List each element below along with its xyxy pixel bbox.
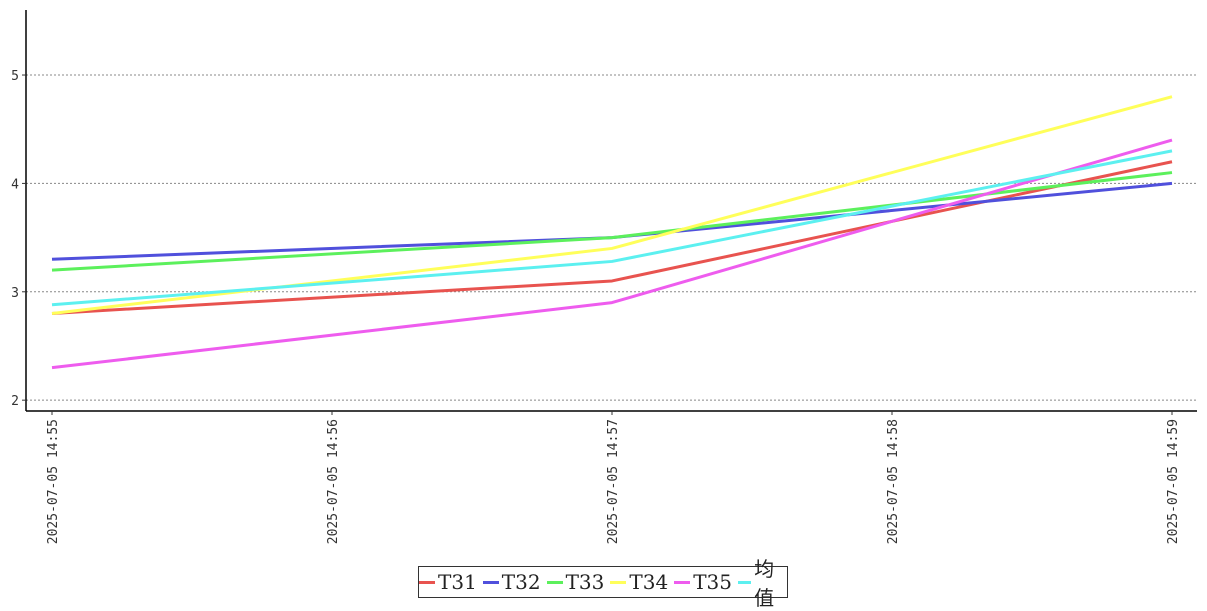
legend-item-3[interactable]: T34 (610, 570, 668, 594)
series-line-2 (51, 171, 1173, 272)
y-tick-label-0: 2 (11, 394, 19, 409)
x-tick-label-0: 2025-07-05 14:55 (46, 419, 61, 544)
legend-label-1: T32 (501, 570, 541, 594)
series-line-5 (51, 149, 1173, 307)
series-lines (51, 95, 1173, 370)
legend-label-3: T34 (629, 570, 669, 594)
legend-label-0: T31 (438, 570, 477, 594)
x-tick-label-1: 2025-07-05 14:56 (326, 419, 341, 544)
legend-swatch-2 (546, 580, 563, 584)
grid-lines (26, 74, 1197, 401)
y-tick-label-1: 3 (11, 286, 19, 301)
legend-swatch-1 (482, 580, 499, 584)
legend-item-5[interactable]: 均值 (737, 553, 787, 611)
y-tick-labels: 2 3 4 5 (11, 69, 26, 409)
x-tick-label-2: 2025-07-05 14:57 (606, 419, 621, 544)
y-tick-label-2: 4 (11, 177, 19, 192)
series-line-4 (51, 138, 1173, 370)
legend-label-2: T33 (565, 570, 605, 594)
legend-item-4[interactable]: T35 (674, 570, 732, 594)
legend: T31 T32 T33 T34 T35 均值 (418, 557, 788, 610)
legend-swatch-0 (419, 580, 435, 584)
x-tick-labels: 2025-07-05 14:55 2025-07-05 14:56 2025-07-… (46, 411, 1181, 544)
legend-label-5: 均值 (754, 557, 775, 610)
legend-swatch-4 (674, 580, 691, 584)
y-tick-label-3: 5 (11, 69, 19, 84)
legend-label-4: T35 (693, 570, 732, 594)
x-tick-label-3: 2025-07-05 14:58 (886, 419, 901, 544)
legend-swatch-3 (610, 580, 627, 584)
legend-item-0[interactable]: T31 (419, 570, 477, 594)
legend-item-2[interactable]: T33 (546, 570, 605, 594)
legend-item-1[interactable]: T32 (482, 570, 541, 594)
legend-swatch-5 (737, 580, 752, 584)
x-tick-label-4: 2025-07-05 14:59 (1166, 419, 1181, 544)
